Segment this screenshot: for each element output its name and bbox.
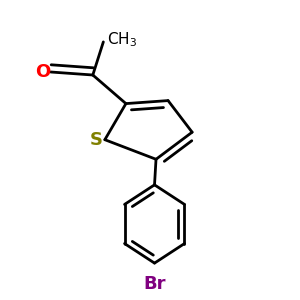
- Text: Br: Br: [143, 275, 166, 293]
- Text: O: O: [35, 63, 51, 81]
- Text: S: S: [90, 131, 103, 149]
- Text: CH$_3$: CH$_3$: [107, 30, 137, 49]
